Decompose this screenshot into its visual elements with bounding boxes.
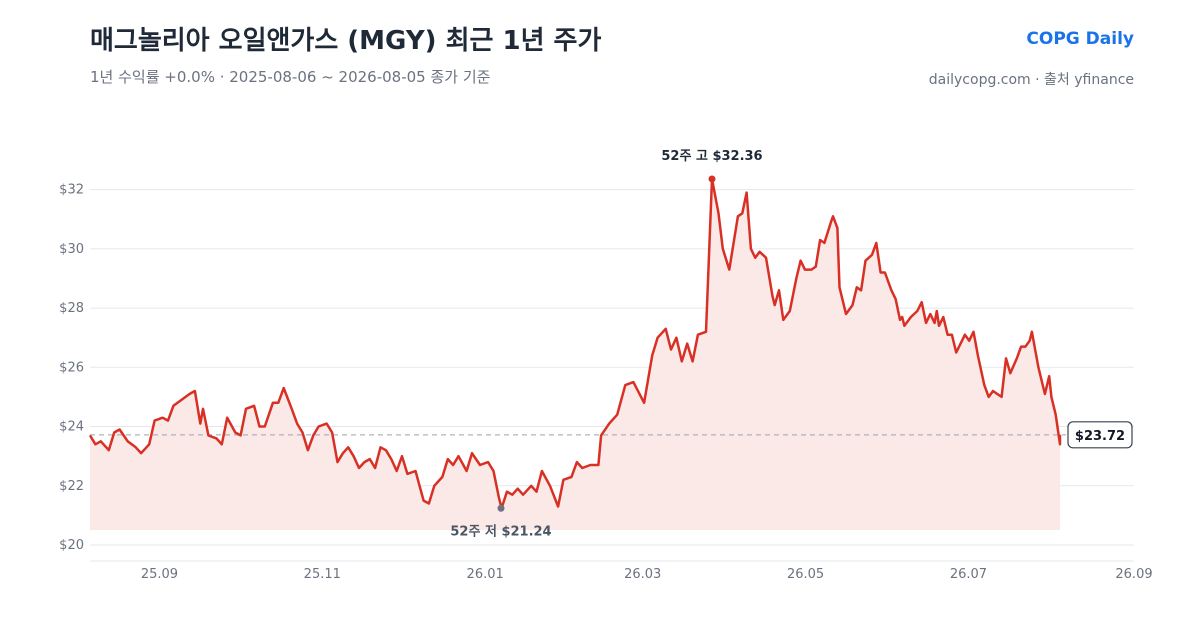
x-tick-label: 26.01 — [467, 567, 504, 582]
source-credit: dailycopg.com · 출처 yfinance — [928, 72, 1134, 88]
y-tick-label: $22 — [59, 479, 84, 494]
chart-title: 매그놀리아 오일앤가스 (MGY) 최근 1년 주가 — [90, 26, 602, 56]
low-label: 52주 저 $21.24 — [450, 524, 551, 539]
y-tick-label: $30 — [59, 242, 84, 257]
price-area — [90, 179, 1060, 530]
price-line — [88, 177, 1062, 510]
high-label: 52주 고 $32.36 — [661, 149, 762, 164]
last-value-label: $23.72 — [1075, 429, 1125, 444]
y-tick-label: $20 — [59, 538, 84, 553]
y-tick-label: $28 — [59, 301, 84, 316]
low-marker — [497, 504, 505, 512]
y-tick-label: $24 — [59, 420, 84, 435]
x-tick-label: 26.03 — [624, 567, 661, 582]
chart-subtitle: 1년 수익률 +0.0% · 2025-08-06 ~ 2026-08-05 종… — [90, 68, 491, 86]
x-tick-label: 26.09 — [1115, 567, 1152, 582]
brand-link[interactable]: COPG Daily — [1026, 29, 1134, 49]
y-tick-label: $26 — [59, 360, 84, 375]
high-marker — [708, 175, 716, 183]
y-tick-label: $32 — [59, 183, 84, 198]
x-tick-label: 25.09 — [141, 567, 178, 582]
x-tick-label: 26.05 — [787, 567, 824, 582]
x-tick-label: 25.11 — [304, 567, 341, 582]
x-tick-label: 26.07 — [950, 567, 987, 582]
last-value-box — [1067, 421, 1133, 449]
